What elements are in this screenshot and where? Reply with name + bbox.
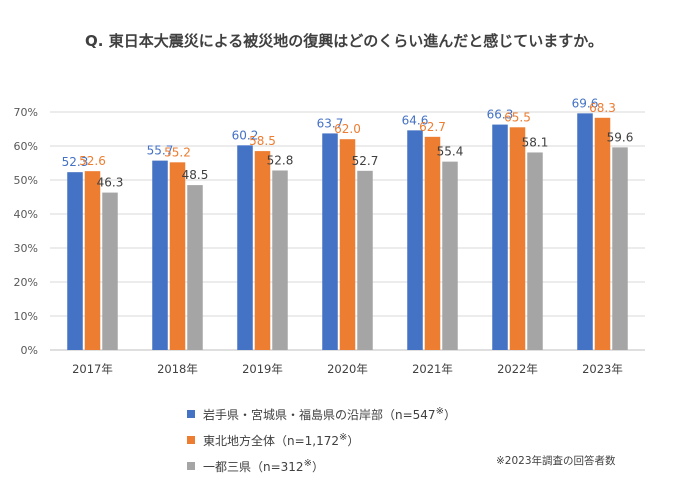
data-label: 52.8 (267, 153, 294, 167)
legend: 岩手県・宮城県・福島県の沿岸部（n=547※） 東北地方全体（n=1,172※）… (187, 401, 456, 479)
legend-item-coastal: 岩手県・宮城県・福島県の沿岸部（n=547※） (187, 401, 456, 427)
data-label: 48.5 (182, 168, 209, 182)
bar (152, 160, 168, 350)
bar (237, 145, 253, 350)
bar (187, 185, 203, 350)
bar (594, 117, 611, 350)
bar (84, 171, 101, 350)
bar (527, 152, 543, 350)
data-label: 58.1 (522, 135, 549, 149)
data-label: 66.3 (487, 108, 514, 122)
x-tick-label: 2022年 (497, 362, 538, 376)
bar (322, 133, 338, 350)
legend-label-tohoku: 東北地方全体（n=1,172※） (203, 431, 360, 448)
bar (254, 151, 271, 350)
y-tick-label: 20% (14, 276, 38, 289)
data-label: 69.6 (572, 96, 599, 110)
data-label: 59.6 (607, 130, 634, 144)
data-label: 62.7 (419, 120, 446, 134)
data-label: 46.3 (97, 176, 124, 190)
data-label: 55.2 (164, 145, 191, 159)
bar (339, 139, 356, 350)
y-tick-label: 30% (14, 242, 38, 255)
legend-swatch-coastal (187, 410, 195, 418)
x-tick-label: 2019年 (242, 362, 283, 376)
legend-swatch-tohoku (187, 436, 195, 444)
bar (442, 161, 458, 350)
x-tick-label: 2020年 (327, 362, 368, 376)
y-tick-label: 0% (21, 344, 38, 357)
y-tick-label: 10% (14, 310, 38, 323)
data-label: 63.7 (317, 116, 344, 130)
bar (577, 113, 593, 350)
legend-swatch-capital (187, 462, 195, 470)
bar (169, 162, 186, 350)
bar (612, 147, 628, 350)
bar (492, 124, 508, 350)
y-tick-label: 70% (14, 106, 38, 119)
legend-label-capital: 一都三県（n=312※） (203, 457, 324, 474)
chart-title: Q. 東日本大震災による被災地の復興はどのくらい進んだと感じていますか。 (85, 32, 603, 50)
x-tick-label: 2017年 (72, 362, 113, 376)
x-tick-label: 2023年 (582, 362, 623, 376)
y-tick-label: 50% (14, 174, 38, 187)
legend-item-capital: 一都三県（n=312※） (187, 453, 456, 479)
bar (407, 130, 423, 350)
x-tick-label: 2021年 (412, 362, 453, 376)
bar (509, 127, 526, 350)
footnote: ※2023年調査の回答者数 (496, 455, 616, 467)
bar (67, 172, 83, 350)
data-label: 64.6 (402, 113, 429, 127)
data-label: 52.7 (352, 154, 379, 168)
legend-item-tohoku: 東北地方全体（n=1,172※） (187, 427, 456, 453)
data-label: 52.6 (79, 154, 106, 168)
y-tick-label: 40% (14, 208, 38, 221)
data-label: 60.2 (232, 128, 259, 142)
data-label: 62.0 (334, 122, 361, 136)
bar (424, 136, 441, 350)
bar (357, 170, 373, 350)
legend-label-coastal: 岩手県・宮城県・福島県の沿岸部（n=547※） (203, 405, 456, 422)
data-label: 55.4 (437, 145, 464, 159)
data-label: 58.5 (249, 134, 276, 148)
data-label: 65.5 (504, 110, 531, 124)
bar (102, 192, 118, 350)
y-tick-label: 60% (14, 140, 38, 153)
bar (272, 170, 288, 350)
data-label: 52.3 (62, 155, 89, 169)
data-label: 68.3 (589, 101, 616, 115)
x-tick-label: 2018年 (157, 362, 198, 376)
bar-chart: 0% 10% 20% 30% 40% 50% 60% 70% 2017年 52.352.6 46.3… (14, 96, 645, 376)
data-label: 55.7 (147, 144, 174, 158)
